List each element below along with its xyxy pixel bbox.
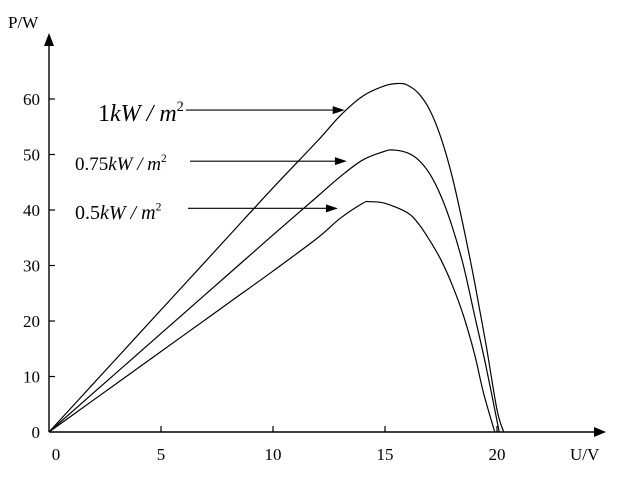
y-tick-label: 50 bbox=[23, 146, 40, 165]
annotation-arrowhead bbox=[334, 157, 347, 166]
y-ticks: 0 10 20 30 40 50 60 bbox=[23, 90, 55, 442]
y-tick-label: 20 bbox=[23, 312, 40, 331]
y-tick-label: 60 bbox=[23, 90, 40, 109]
series-label-num: 0.5 bbox=[75, 202, 100, 224]
y-tick-label: 10 bbox=[23, 368, 40, 387]
series-label-0: 1kW / m2 bbox=[98, 99, 184, 127]
series-label-unit: kW / m bbox=[100, 202, 156, 224]
x-tick-label: 0 bbox=[52, 445, 61, 464]
y-tick-label: 40 bbox=[23, 201, 40, 220]
series-curve-1 bbox=[48, 149, 500, 433]
curves bbox=[48, 82, 505, 433]
axes: U/V P/W bbox=[8, 13, 606, 464]
y-axis-title: P/W bbox=[8, 13, 39, 32]
series-label-sup: 2 bbox=[161, 153, 167, 165]
series-label-1: 0.75kW / m2 bbox=[75, 153, 167, 175]
series-curve-2 bbox=[48, 200, 496, 433]
annotation-0: 1kW / m2 bbox=[98, 99, 345, 127]
series-label-num: 1 bbox=[98, 101, 110, 127]
series-label-unit: kW / m bbox=[108, 154, 161, 175]
annotation-arrowhead bbox=[332, 106, 345, 115]
x-ticks: 0 5 10 15 20 bbox=[52, 426, 506, 464]
annotation-arrowhead bbox=[325, 204, 338, 213]
series-label-num: 0.75 bbox=[75, 154, 108, 175]
series-label-unit: kW / m bbox=[110, 101, 177, 127]
x-tick-label: 10 bbox=[265, 445, 282, 464]
series-label-sup: 2 bbox=[156, 200, 162, 214]
x-axis-title: U/V bbox=[570, 445, 600, 464]
annotations: 1kW / m20.75kW / m20.5kW / m2 bbox=[75, 99, 347, 224]
series-curve-0 bbox=[48, 82, 505, 433]
y-axis-arrowhead bbox=[44, 33, 54, 46]
series-label-sup: 2 bbox=[177, 99, 184, 115]
x-tick-label: 20 bbox=[489, 445, 506, 464]
x-tick-label: 15 bbox=[377, 445, 394, 464]
annotation-1: 0.75kW / m2 bbox=[75, 153, 347, 175]
x-axis-arrowhead bbox=[594, 427, 606, 437]
annotation-2: 0.5kW / m2 bbox=[75, 200, 338, 224]
y-tick-label: 0 bbox=[32, 423, 41, 442]
y-tick-label: 30 bbox=[23, 257, 40, 276]
series-label-2: 0.5kW / m2 bbox=[75, 200, 162, 224]
x-tick-label: 5 bbox=[157, 445, 166, 464]
